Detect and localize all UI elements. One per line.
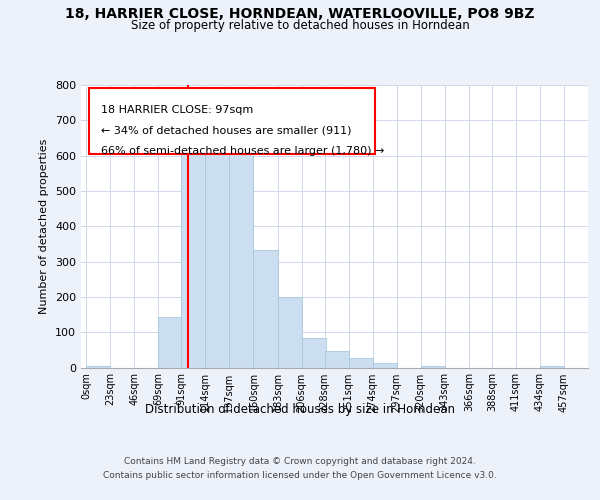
Bar: [325, 351, 349, 368]
Text: 18, HARRIER CLOSE, HORNDEAN, WATERLOOVILLE, PO8 9BZ: 18, HARRIER CLOSE, HORNDEAN, WATERLOOVIL…: [65, 8, 535, 22]
Text: ← 34% of detached houses are smaller (911): ← 34% of detached houses are smaller (91…: [101, 126, 352, 136]
Text: Distribution of detached houses by size in Horndean: Distribution of detached houses by size …: [145, 402, 455, 415]
Bar: [349, 358, 373, 368]
Y-axis label: Number of detached properties: Number of detached properties: [40, 138, 49, 314]
Bar: [158, 317, 182, 368]
Bar: [181, 144, 205, 368]
Bar: [253, 250, 278, 368]
Bar: [205, 145, 229, 368]
Bar: [302, 338, 326, 368]
Bar: [421, 366, 445, 368]
Text: 66% of semi-detached houses are larger (1,780) →: 66% of semi-detached houses are larger (…: [101, 146, 385, 156]
FancyBboxPatch shape: [89, 88, 375, 154]
Bar: [86, 366, 110, 368]
Bar: [278, 297, 302, 368]
Text: 18 HARRIER CLOSE: 97sqm: 18 HARRIER CLOSE: 97sqm: [101, 105, 254, 115]
Text: Contains HM Land Registry data © Crown copyright and database right 2024.: Contains HM Land Registry data © Crown c…: [124, 458, 476, 466]
Bar: [373, 363, 397, 368]
Bar: [540, 366, 564, 368]
Text: Size of property relative to detached houses in Horndean: Size of property relative to detached ho…: [131, 19, 469, 32]
Text: Contains public sector information licensed under the Open Government Licence v3: Contains public sector information licen…: [103, 471, 497, 480]
Bar: [229, 152, 253, 368]
